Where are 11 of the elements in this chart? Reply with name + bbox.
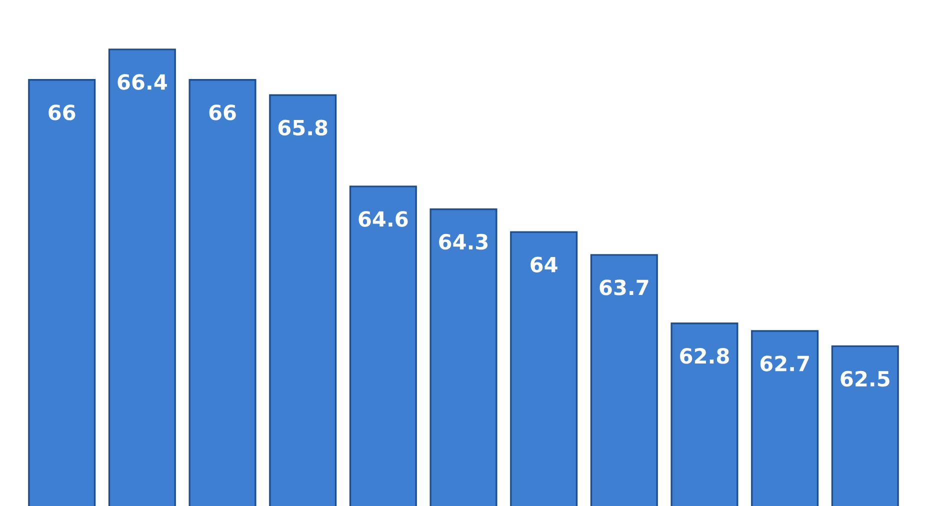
data-label: 66 bbox=[209, 104, 236, 120]
data-label: 62.5 bbox=[840, 370, 890, 387]
data-label: 66 bbox=[48, 104, 76, 120]
data-label: 64 bbox=[530, 256, 558, 272]
data-label: 62.7 bbox=[760, 356, 809, 372]
data-label: 66.4 bbox=[118, 74, 167, 90]
data-label: 62.8 bbox=[680, 348, 729, 364]
data-label: 63.7 bbox=[600, 280, 648, 296]
data-label: 64.6 bbox=[358, 211, 408, 227]
data-label: 64.3 bbox=[439, 234, 488, 250]
data-label: 65.8 bbox=[278, 120, 328, 136]
